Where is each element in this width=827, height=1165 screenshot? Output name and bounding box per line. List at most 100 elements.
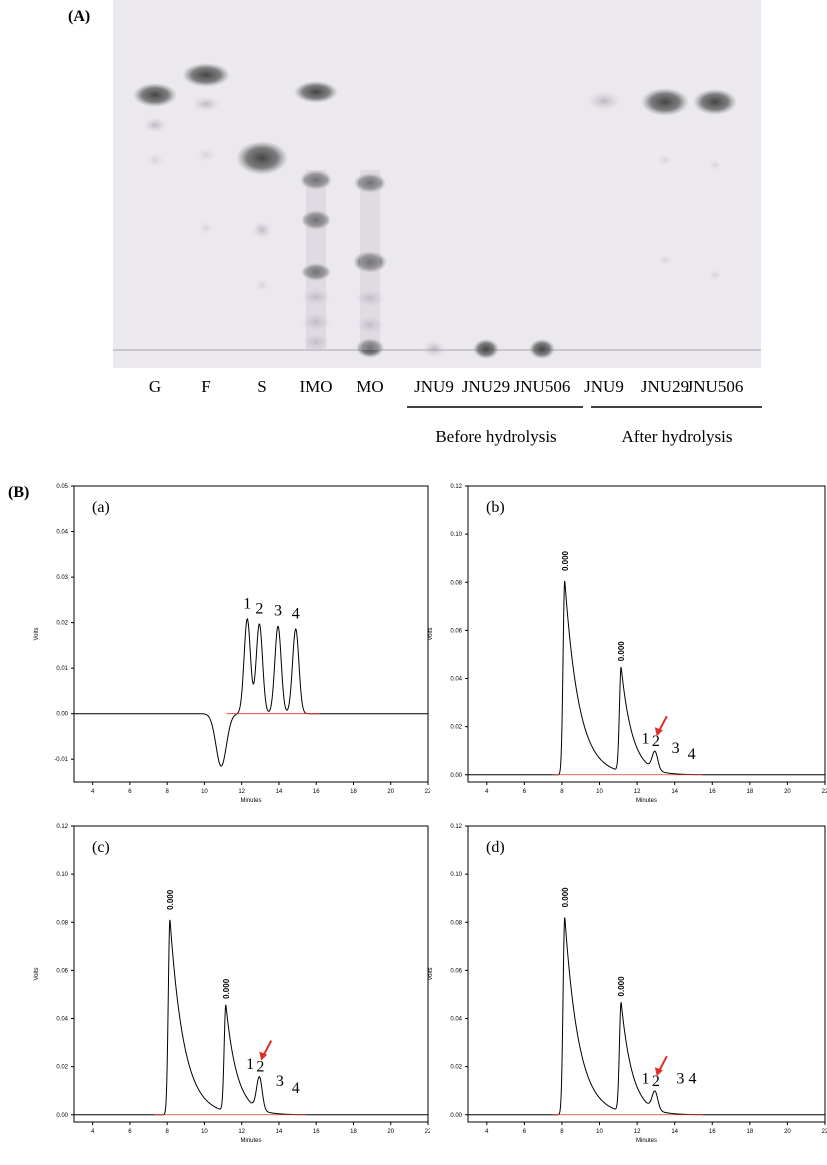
tlc-spot xyxy=(355,289,385,307)
chromatogram-panel-label: (c) xyxy=(92,839,110,856)
tlc-spot xyxy=(473,339,499,359)
tlc-spot xyxy=(586,91,622,111)
panel-b-label: (B) xyxy=(8,484,30,501)
x-tick-label: 12 xyxy=(634,789,641,795)
y-tick-label: 0.06 xyxy=(450,628,462,634)
x-tick-label: 22 xyxy=(822,1129,827,1135)
after-hydrolysis-label: After hydrolysis xyxy=(622,427,733,446)
peak-label: 4 xyxy=(292,605,300,622)
y-tick-label: 0.00 xyxy=(56,712,68,718)
y-tick-label: 0.02 xyxy=(450,1065,462,1071)
x-tick-label: 12 xyxy=(634,1129,641,1135)
chromatogram-c: 4 6 8 10 12 14 16 18 20 220.000.020.040.060.080.1… xyxy=(34,824,430,1144)
x-tick-label: 12 xyxy=(238,789,245,795)
y-tick-label: 0.08 xyxy=(56,920,68,926)
x-tick-label: 8 xyxy=(165,789,169,795)
x-tick-label: 6 xyxy=(128,1129,132,1135)
y-tick-label: 0.06 xyxy=(450,968,462,974)
tlc-spot xyxy=(143,117,167,133)
y-tick-label: 0.02 xyxy=(56,621,68,627)
y-tick-label: 0.02 xyxy=(450,725,462,731)
tlc-spot xyxy=(236,141,288,175)
y-tick-label: 0.00 xyxy=(450,773,462,779)
y-tick-label: -0.01 xyxy=(54,757,68,763)
tlc-smear xyxy=(306,170,326,350)
panel-a-label: (A) xyxy=(68,8,91,25)
tlc-smear xyxy=(360,170,380,350)
peak-label: 3 xyxy=(276,1073,284,1090)
red-arrow-icon xyxy=(654,715,668,737)
x-axis-label: Minutes xyxy=(240,798,261,804)
peak-label: 2 xyxy=(652,733,660,750)
tlc-spot xyxy=(657,154,673,166)
lane-label: JNU9 xyxy=(584,377,624,396)
lane-label: JNU9 xyxy=(414,377,454,396)
y-axis-label: Volts xyxy=(34,627,40,640)
y-tick-label: 0.10 xyxy=(450,872,462,878)
x-tick-label: 16 xyxy=(709,1129,716,1135)
tlc-spot xyxy=(196,147,216,163)
x-tick-label: 22 xyxy=(425,1129,430,1135)
lane-label: G xyxy=(149,377,161,396)
lane-label: JNU506 xyxy=(514,377,571,396)
x-tick-label: 8 xyxy=(560,789,564,795)
chromatogram-panel-label: (a) xyxy=(92,499,110,516)
before-hydrolysis-label: Before hydrolysis xyxy=(435,427,556,446)
x-tick-label: 8 xyxy=(560,1129,564,1135)
x-tick-label: 4 xyxy=(91,789,95,795)
y-tick-label: 0.00 xyxy=(56,1113,68,1119)
y-tick-label: 0.12 xyxy=(56,824,68,830)
x-axis-label: Minutes xyxy=(636,798,657,804)
x-tick-label: 16 xyxy=(709,789,716,795)
x-tick-label: 10 xyxy=(201,1129,208,1135)
retention-time-label: 0.000 xyxy=(617,976,626,997)
chromatogram-panel-label: (d) xyxy=(486,839,505,856)
chromatogram-trace xyxy=(74,919,428,1116)
x-tick-label: 14 xyxy=(671,1129,678,1135)
x-tick-label: 20 xyxy=(784,789,791,795)
retention-time-label: 0.000 xyxy=(561,887,570,908)
plot-frame xyxy=(467,485,826,783)
peak-label: 3 xyxy=(274,603,282,620)
x-tick-label: 4 xyxy=(485,789,489,795)
x-axis-label: Minutes xyxy=(636,1138,657,1144)
tlc-spot xyxy=(182,63,230,87)
x-tick-label: 20 xyxy=(784,1129,791,1135)
tlc-spot xyxy=(301,288,331,306)
x-tick-label: 20 xyxy=(387,789,394,795)
lane-label: JNU29 xyxy=(641,377,689,396)
y-tick-label: 0.12 xyxy=(450,824,462,830)
tlc-spots xyxy=(133,63,737,359)
tlc-spot xyxy=(254,278,270,292)
y-tick-label: 0.04 xyxy=(450,1017,462,1023)
peak-label: 4 xyxy=(688,746,696,763)
tlc-spot xyxy=(300,170,332,190)
x-tick-label: 12 xyxy=(238,1129,245,1135)
tlc-spot xyxy=(356,338,384,358)
x-tick-label: 4 xyxy=(485,1129,489,1135)
x-tick-label: 6 xyxy=(523,1129,527,1135)
x-tick-label: 6 xyxy=(523,789,527,795)
y-axis-label: Volts xyxy=(34,967,40,980)
tlc-spot xyxy=(145,152,165,168)
tlc-spot xyxy=(641,88,689,116)
tlc-spot xyxy=(356,316,384,334)
red-arrow-icon xyxy=(654,1055,668,1077)
y-tick-label: 0.08 xyxy=(450,580,462,586)
y-tick-label: 0.01 xyxy=(56,666,68,672)
x-tick-label: 14 xyxy=(671,789,678,795)
peak-label: 3 xyxy=(676,1071,684,1088)
retention-time-label: 0.000 xyxy=(561,550,570,571)
tlc-spot xyxy=(693,89,737,115)
lane-label: MO xyxy=(356,377,383,396)
y-tick-label: 0.05 xyxy=(56,484,68,490)
tlc-spot xyxy=(301,263,331,281)
y-tick-label: 0.10 xyxy=(56,872,68,878)
chromatogram-trace xyxy=(74,617,428,767)
tlc-spot xyxy=(353,251,387,273)
peak-label: 2 xyxy=(652,1073,660,1090)
retention-time-label: 0.000 xyxy=(617,641,626,662)
tlc-spot xyxy=(708,159,722,171)
x-tick-label: 10 xyxy=(596,1129,603,1135)
lane-label: JNU506 xyxy=(687,377,744,396)
